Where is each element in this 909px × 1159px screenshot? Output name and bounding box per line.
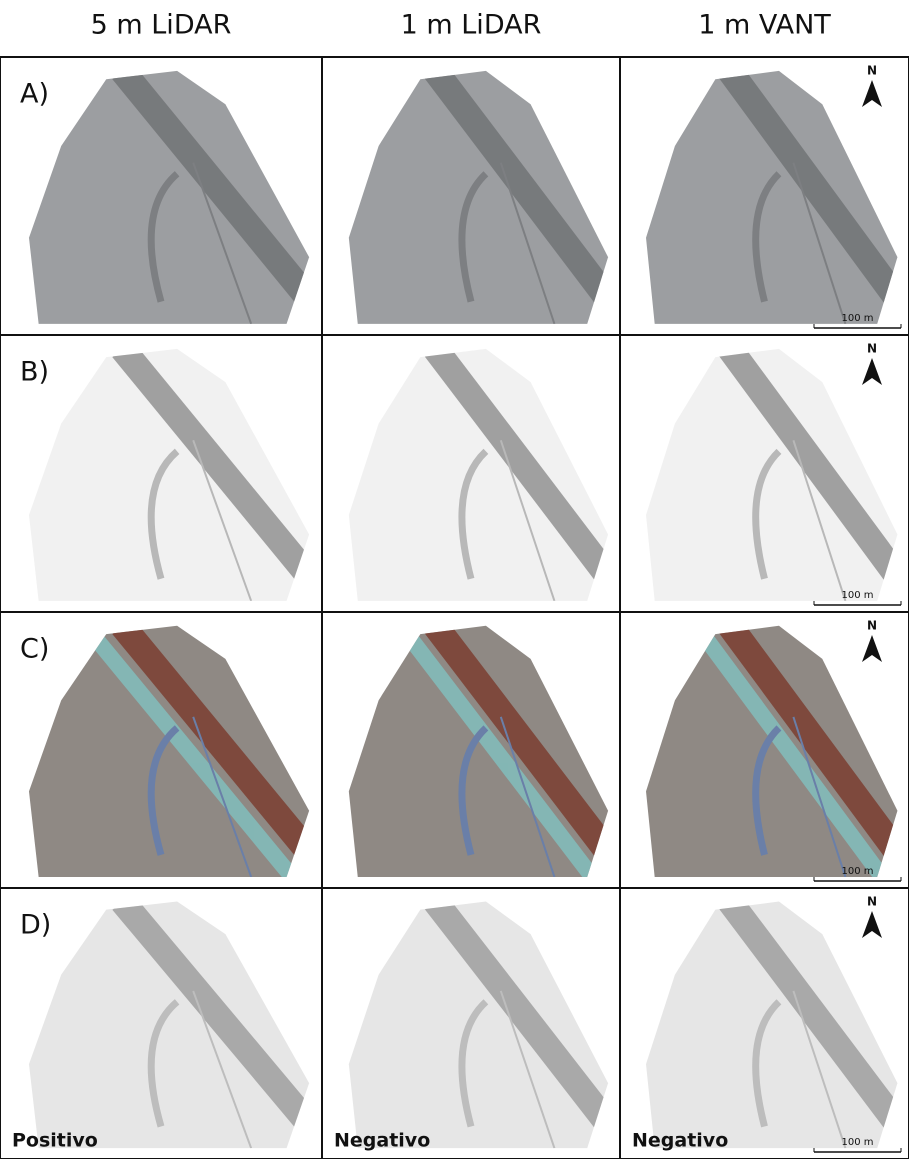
terrain-image: [322, 888, 620, 1159]
bottom-label: Negativo: [632, 1130, 728, 1152]
row-label: A): [20, 79, 49, 110]
north-arrow: [862, 911, 882, 938]
page: 5 m LiDAR 1 m LiDAR 1 m VANT N 100 m A) N 100 m…: [0, 0, 909, 1159]
row-label: D): [20, 910, 51, 941]
north-label: N: [867, 895, 877, 909]
column-header: 1 m VANT: [698, 10, 831, 41]
column-header: 1 m LiDAR: [401, 10, 542, 41]
row-label: B): [20, 357, 49, 388]
terrain-image: [322, 57, 620, 335]
scale-label: 100 m: [841, 313, 873, 324]
bottom-label: Positivo: [12, 1130, 98, 1152]
row-label: C): [20, 634, 49, 665]
terrain-image: [322, 612, 620, 888]
north-label: N: [867, 619, 877, 633]
scale-label: 100 m: [841, 590, 873, 601]
scale-label: 100 m: [841, 866, 873, 877]
north-arrow: [862, 80, 882, 107]
scale-label: 100 m: [841, 1137, 873, 1148]
figure: 5 m LiDAR 1 m LiDAR 1 m VANT N 100 m A) N 100 m…: [0, 0, 909, 1159]
north-arrow: [862, 635, 882, 662]
north-arrow: [862, 358, 882, 385]
north-label: N: [867, 64, 877, 78]
column-header: 5 m LiDAR: [91, 10, 232, 41]
bottom-label: Negativo: [334, 1130, 430, 1152]
north-label: N: [867, 342, 877, 356]
terrain-image: [322, 335, 620, 612]
